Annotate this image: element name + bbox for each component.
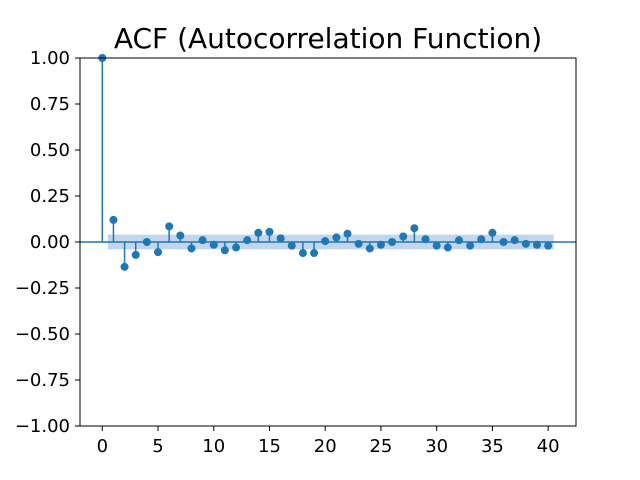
stem-marker-lag-27 bbox=[399, 232, 408, 241]
stem-marker-lag-19 bbox=[310, 249, 319, 258]
stem-marker-lag-2 bbox=[120, 262, 129, 271]
stem-marker-lag-6 bbox=[165, 222, 174, 231]
stem-marker-lag-8 bbox=[187, 244, 196, 253]
stem-marker-lag-23 bbox=[354, 239, 363, 248]
stem-marker-lag-11 bbox=[220, 246, 229, 255]
x-tick-label: 20 bbox=[314, 436, 337, 457]
stem-marker-lag-5 bbox=[154, 248, 163, 257]
y-tick-label: −1.00 bbox=[15, 416, 70, 437]
stem-marker-lag-4 bbox=[142, 238, 151, 246]
y-tick-label: −0.50 bbox=[15, 324, 70, 345]
stem-marker-lag-35 bbox=[488, 228, 497, 237]
stem-marker-lag-15 bbox=[265, 227, 274, 236]
stem-marker-lag-20 bbox=[321, 237, 330, 246]
stem-marker-lag-36 bbox=[499, 238, 508, 246]
stem-marker-lag-24 bbox=[365, 244, 374, 253]
x-tick-label: 5 bbox=[152, 436, 163, 457]
stem-marker-lag-13 bbox=[243, 236, 252, 245]
stem-marker-lag-38 bbox=[521, 239, 530, 248]
y-tick-label: 0.75 bbox=[30, 94, 70, 115]
stem-marker-lag-31 bbox=[443, 243, 452, 252]
stem-marker-lag-12 bbox=[232, 243, 241, 252]
stem-marker-lag-26 bbox=[388, 238, 397, 246]
stem-marker-lag-30 bbox=[432, 241, 441, 250]
stem-marker-lag-17 bbox=[287, 241, 296, 250]
x-tick-label: 40 bbox=[537, 436, 560, 457]
stem-marker-lag-16 bbox=[276, 234, 285, 243]
stem-marker-lag-14 bbox=[254, 228, 263, 237]
stem-marker-lag-1 bbox=[109, 215, 118, 224]
stem-marker-lag-28 bbox=[410, 224, 419, 233]
stem-marker-lag-3 bbox=[131, 250, 140, 259]
stem-marker-lag-40 bbox=[544, 241, 553, 250]
x-tick-label: 10 bbox=[202, 436, 225, 457]
stem-marker-lag-18 bbox=[298, 249, 307, 258]
stem-marker-lag-32 bbox=[454, 236, 463, 245]
y-tick-label: 0.00 bbox=[30, 232, 70, 253]
x-tick-label: 35 bbox=[481, 436, 504, 457]
y-tick-label: −0.75 bbox=[15, 370, 70, 391]
stem-marker-lag-10 bbox=[209, 240, 218, 249]
stem-marker-lag-37 bbox=[510, 236, 519, 245]
stem-marker-lag-7 bbox=[176, 231, 185, 240]
stem-marker-lag-39 bbox=[532, 240, 541, 249]
stem-marker-lag-33 bbox=[466, 241, 475, 250]
stem-marker-lag-25 bbox=[376, 240, 385, 249]
stem-marker-lag-9 bbox=[198, 236, 207, 245]
plot-frame bbox=[79, 57, 577, 427]
chart-title: ACF (Autocorrelation Function) bbox=[114, 22, 542, 55]
x-tick-label: 15 bbox=[258, 436, 281, 457]
y-tick-label: 1.00 bbox=[30, 48, 70, 69]
x-tick-label: 30 bbox=[425, 436, 448, 457]
x-tick-label: 25 bbox=[369, 436, 392, 457]
x-tick-label: 0 bbox=[97, 436, 108, 457]
y-tick-label: −0.25 bbox=[15, 278, 70, 299]
stem-marker-lag-34 bbox=[477, 235, 486, 244]
stem-marker-lag-22 bbox=[343, 229, 352, 238]
stem-marker-lag-29 bbox=[421, 235, 430, 244]
y-tick-label: 0.50 bbox=[30, 140, 70, 161]
y-tick-label: 0.25 bbox=[30, 186, 70, 207]
stem-marker-lag-21 bbox=[332, 233, 341, 242]
